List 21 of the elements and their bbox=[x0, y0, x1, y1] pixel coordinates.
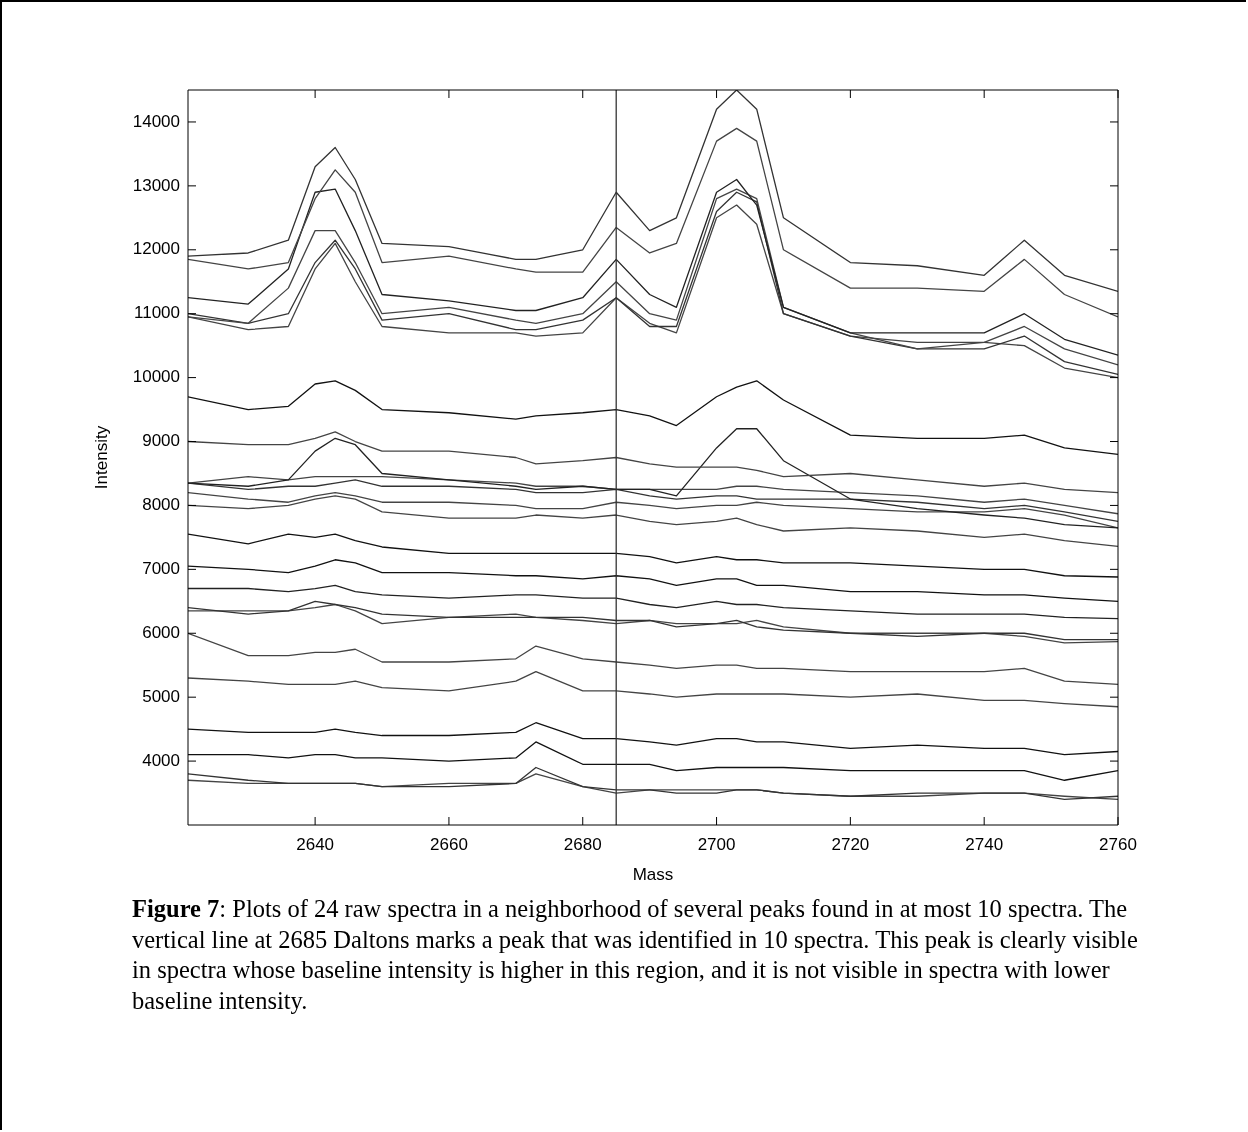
y-tick-label: 7000 bbox=[142, 559, 180, 579]
y-tick-label: 6000 bbox=[142, 622, 180, 642]
x-tick-label: 2680 bbox=[563, 834, 602, 854]
x-axis-title: Mass bbox=[632, 865, 674, 885]
caption: Figure 7: Plots of 24 raw spectra in a neighborhood of several peaks found in at most 10 spectra. The vertical line at 2685 Daltons marks a peak that was identified in 10 spectra. This peak is clearly visible in spectra whose baseline intensity is higher in this region, and it is not visible in spectra with lower baseline intensity. bbox=[132, 894, 1139, 1016]
x-tick-label: 2740 bbox=[965, 834, 1004, 854]
y-tick-label: 8000 bbox=[142, 495, 180, 515]
y-tick-label: 13000 bbox=[132, 175, 180, 195]
x-tick-label: 2660 bbox=[430, 834, 468, 854]
x-tick-label: 2760 bbox=[1099, 834, 1137, 854]
y-tick-label: 9000 bbox=[142, 431, 180, 451]
x-tick-label: 2640 bbox=[296, 834, 335, 854]
x-tick-label: 2720 bbox=[831, 834, 870, 854]
y-tick-label: 14000 bbox=[132, 111, 180, 131]
y-tick-label: 12000 bbox=[132, 239, 180, 259]
y-tick-label: 10000 bbox=[132, 367, 180, 387]
x-tick-label: 2700 bbox=[697, 834, 736, 854]
y-axis-title: Intensity bbox=[91, 425, 111, 490]
y-tick-label: 5000 bbox=[142, 686, 180, 706]
y-tick-label: 11000 bbox=[133, 303, 180, 323]
y-tick-label: 4000 bbox=[142, 750, 180, 770]
